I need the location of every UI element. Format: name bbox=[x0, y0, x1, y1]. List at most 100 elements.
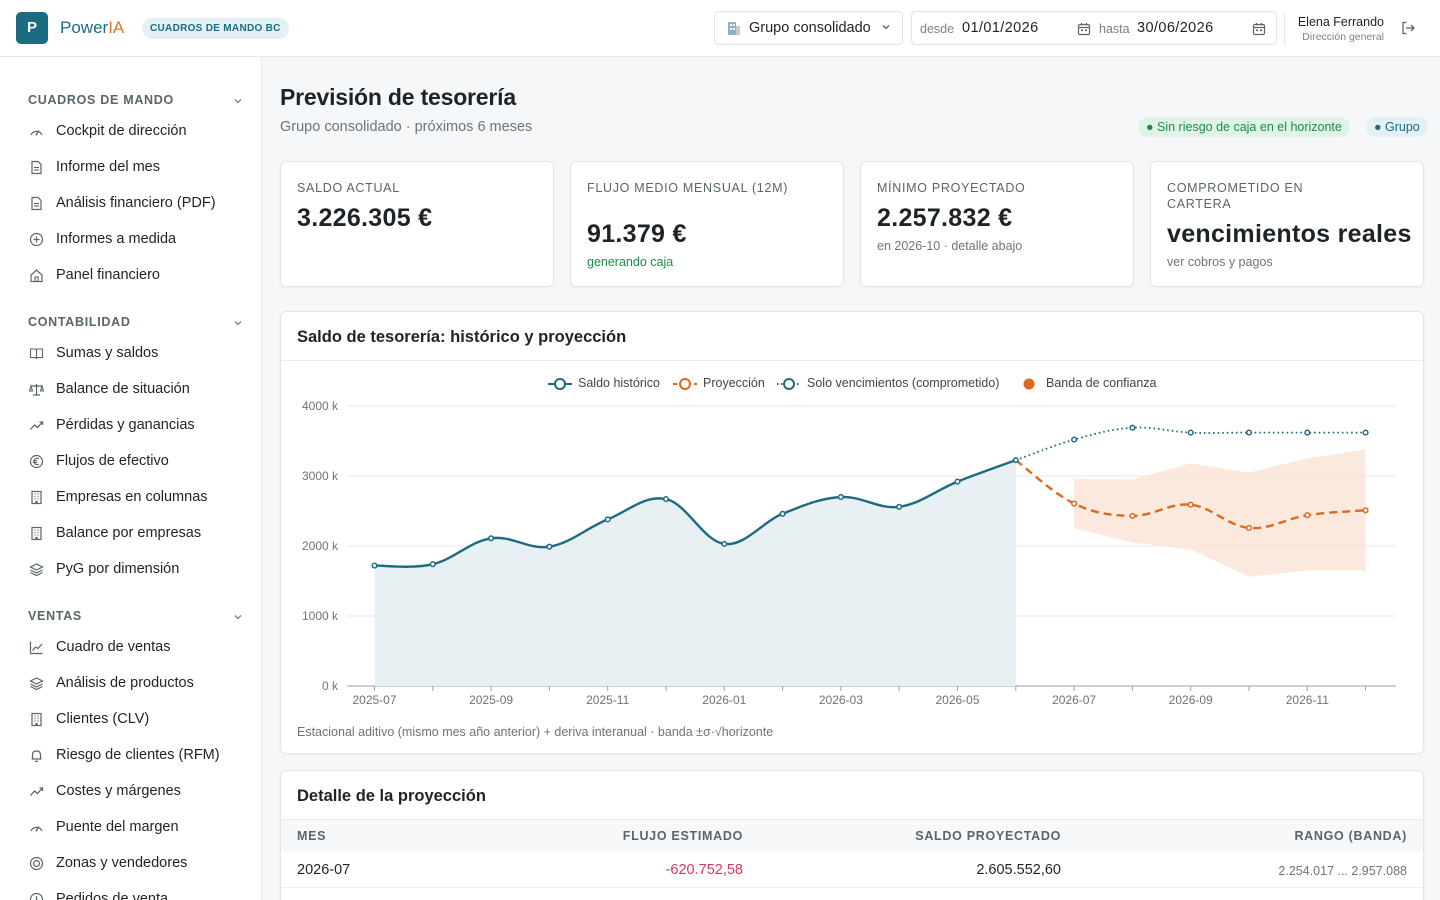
sidebar-item-analisis-de-productos[interactable]: Análisis de productos bbox=[20, 667, 252, 699]
sidebar-item-label: Zonas y vendedores bbox=[56, 855, 188, 871]
euro-icon bbox=[29, 454, 44, 469]
y-tick-label: 3000 k bbox=[302, 469, 339, 483]
committed-point bbox=[1187, 429, 1194, 436]
company-select[interactable]: Grupo consolidado bbox=[714, 11, 903, 45]
cell-range: 2.254.017 ... 2.957.088 bbox=[1278, 864, 1407, 878]
calendar-icon[interactable] bbox=[1252, 22, 1266, 36]
line-chart-icon bbox=[29, 641, 43, 655]
sidebar-item-label: Panel financiero bbox=[56, 267, 160, 283]
sidebar-item-sumas-y-saldos[interactable]: Sumas y saldos bbox=[20, 337, 252, 369]
sidebar-item-informes-a-medida[interactable]: Informes a medida bbox=[20, 223, 252, 255]
sidebar-item-empresas-en-columnas[interactable]: Empresas en columnas bbox=[20, 481, 252, 513]
sidebar-item-balance-de-situacion[interactable]: Balance de situación bbox=[20, 373, 252, 405]
sidebar-item-flujos-de-efectivo[interactable]: Flujos de efectivo bbox=[20, 445, 252, 477]
sidebar-item-analisis-financiero-pdf[interactable]: Análisis financiero (PDF) bbox=[20, 187, 252, 219]
kpi-label: SALDO ACTUAL bbox=[297, 181, 400, 195]
legend-projection-icon bbox=[673, 378, 697, 390]
kpi-value: 91.379 € bbox=[587, 220, 687, 248]
kpi-value: 3.226.305 € bbox=[297, 204, 433, 232]
kpi-label: COMPROMETIDO EN CARTERA bbox=[1167, 181, 1304, 211]
sidebar-item-label: Balance por empresas bbox=[56, 525, 202, 541]
legend-label: Saldo histórico bbox=[578, 376, 660, 390]
from-date-input[interactable]: 01/01/2026 bbox=[962, 20, 1039, 36]
historic-point bbox=[371, 562, 378, 569]
sidebar-item-riesgo-de-clientes-rfm[interactable]: Riesgo de clientes (RFM) bbox=[20, 739, 252, 771]
sidebar-item-balance-por-empresas[interactable]: Balance por empresas bbox=[20, 517, 252, 549]
table-row[interactable]: 2026-07 -620.752,58 2.605.552,60 2.254.0… bbox=[281, 852, 1423, 888]
sidebar-item-puente-del-margen[interactable]: Puente del margen bbox=[20, 811, 252, 843]
sidebar-item-cuadro-de-ventas[interactable]: Cuadro de ventas bbox=[20, 631, 252, 663]
sidebar-item-label: Pedidos de venta bbox=[56, 891, 169, 900]
building-icon bbox=[31, 712, 42, 727]
sidebar-section-contabilidad[interactable]: CONTABILIDAD bbox=[28, 315, 131, 329]
sidebar-item-pyg-por-dimension[interactable]: PyG por dimensión bbox=[20, 553, 252, 585]
sidebar-item-panel-financiero[interactable]: Panel financiero bbox=[20, 259, 252, 291]
x-tick-label: 2025-11 bbox=[586, 693, 629, 707]
table-header: MES FLUJO ESTIMADO SALDO PROYECTADO RANG… bbox=[281, 820, 1423, 852]
sidebar-item-perdidas-y-ganancias[interactable]: Pérdidas y ganancias bbox=[20, 409, 252, 441]
chevron-down-icon[interactable] bbox=[233, 96, 243, 106]
user-name[interactable]: Elena Ferrando bbox=[1297, 15, 1384, 29]
brand-name[interactable]: PowerIA bbox=[60, 18, 124, 38]
sidebar-item-label: Flujos de efectivo bbox=[56, 453, 169, 469]
column-header-month[interactable]: MES bbox=[297, 829, 327, 843]
chevron-down-icon[interactable] bbox=[233, 318, 243, 328]
sidebar: CUADROS DE MANDO Cockpit de dirección Info… bbox=[0, 57, 262, 900]
sidebar-item-label: Sumas y saldos bbox=[56, 345, 159, 361]
brand-main: Power bbox=[60, 18, 109, 37]
sidebar-item-label: Análisis financiero (PDF) bbox=[56, 195, 216, 211]
kpi-note: en 2026-10 · detalle abajo bbox=[877, 239, 1023, 253]
y-tick-label: 0 k bbox=[322, 679, 339, 693]
sidebar-item-label: Cuadro de ventas bbox=[56, 639, 171, 655]
from-label: desde bbox=[920, 22, 955, 36]
sidebar-item-label: Balance de situación bbox=[56, 381, 190, 397]
sidebar-item-label: Puente del margen bbox=[56, 819, 179, 835]
clock-icon bbox=[29, 892, 44, 900]
committed-point bbox=[1362, 429, 1369, 436]
legend-committed-icon bbox=[777, 378, 801, 390]
y-tick-label: 2000 k bbox=[302, 539, 339, 553]
sidebar-item-label: Cockpit de dirección bbox=[56, 123, 187, 139]
sidebar-item-pedidos-de-venta[interactable]: Pedidos de venta bbox=[20, 883, 252, 900]
chevron-down-icon[interactable] bbox=[233, 612, 243, 622]
divider bbox=[281, 819, 1423, 820]
cell-balance: 2.605.552,60 bbox=[976, 862, 1061, 878]
projection-point bbox=[1129, 512, 1136, 519]
sidebar-item-costes-y-margenes[interactable]: Costes y márgenes bbox=[20, 775, 252, 807]
sidebar-item-cockpit-de-direccion[interactable]: Cockpit de dirección bbox=[20, 115, 252, 147]
x-tick-label: 2026-05 bbox=[935, 693, 979, 707]
historic-area bbox=[374, 460, 1016, 686]
building-icon bbox=[31, 526, 42, 541]
to-date-input[interactable]: 30/06/2026 bbox=[1137, 20, 1214, 36]
historic-point bbox=[721, 540, 728, 547]
logout-icon[interactable] bbox=[1400, 20, 1416, 36]
column-header-range[interactable]: RANGO (BANDA) bbox=[1294, 829, 1407, 843]
column-header-balance[interactable]: SALDO PROYECTADO bbox=[915, 829, 1061, 843]
sidebar-item-informe-del-mes[interactable]: Informe del mes bbox=[20, 151, 252, 183]
historic-point bbox=[954, 478, 961, 485]
user-role: Dirección general bbox=[1302, 31, 1384, 43]
app-logo[interactable]: P bbox=[16, 12, 48, 44]
company-select-value: Grupo consolidado bbox=[749, 20, 871, 36]
app-badge: CUADROS DE MANDO BC bbox=[142, 18, 289, 39]
historic-point bbox=[604, 516, 611, 523]
top-bar: P PowerIA CUADROS DE MANDO BC Grupo cons… bbox=[0, 0, 1440, 57]
kpi-card-projected-minimum: MÍNIMO PROYECTADO 2.257.832 € en 2026-10… bbox=[860, 161, 1134, 287]
sidebar-item-zonas-y-vendedores[interactable]: Zonas y vendedores bbox=[20, 847, 252, 879]
calendar-icon[interactable] bbox=[1077, 22, 1091, 36]
plus-circle-icon bbox=[29, 232, 44, 247]
sidebar-item-label: Costes y márgenes bbox=[56, 783, 181, 799]
treasury-chart: 0 k 1000 k 2000 k 3000 k 4000 k 2025-07 2025-0… bbox=[302, 399, 1396, 707]
column-header-flow[interactable]: FLUJO ESTIMADO bbox=[622, 829, 743, 843]
x-tick-label: 2026-09 bbox=[1169, 693, 1213, 707]
sidebar-section-cuadros-de-mando[interactable]: CUADROS DE MANDO bbox=[28, 93, 174, 107]
sidebar-section-ventas[interactable]: VENTAS bbox=[28, 609, 82, 623]
target-icon bbox=[29, 856, 44, 871]
sidebar-item-clientes-clv[interactable]: Clientes (CLV) bbox=[20, 703, 252, 735]
historic-point bbox=[488, 535, 495, 542]
projection-point bbox=[1187, 501, 1194, 508]
building-icon bbox=[728, 22, 740, 35]
projection-point bbox=[1362, 507, 1369, 514]
cell-flow: -620.752,58 bbox=[665, 862, 743, 878]
projection-point bbox=[1071, 500, 1078, 507]
